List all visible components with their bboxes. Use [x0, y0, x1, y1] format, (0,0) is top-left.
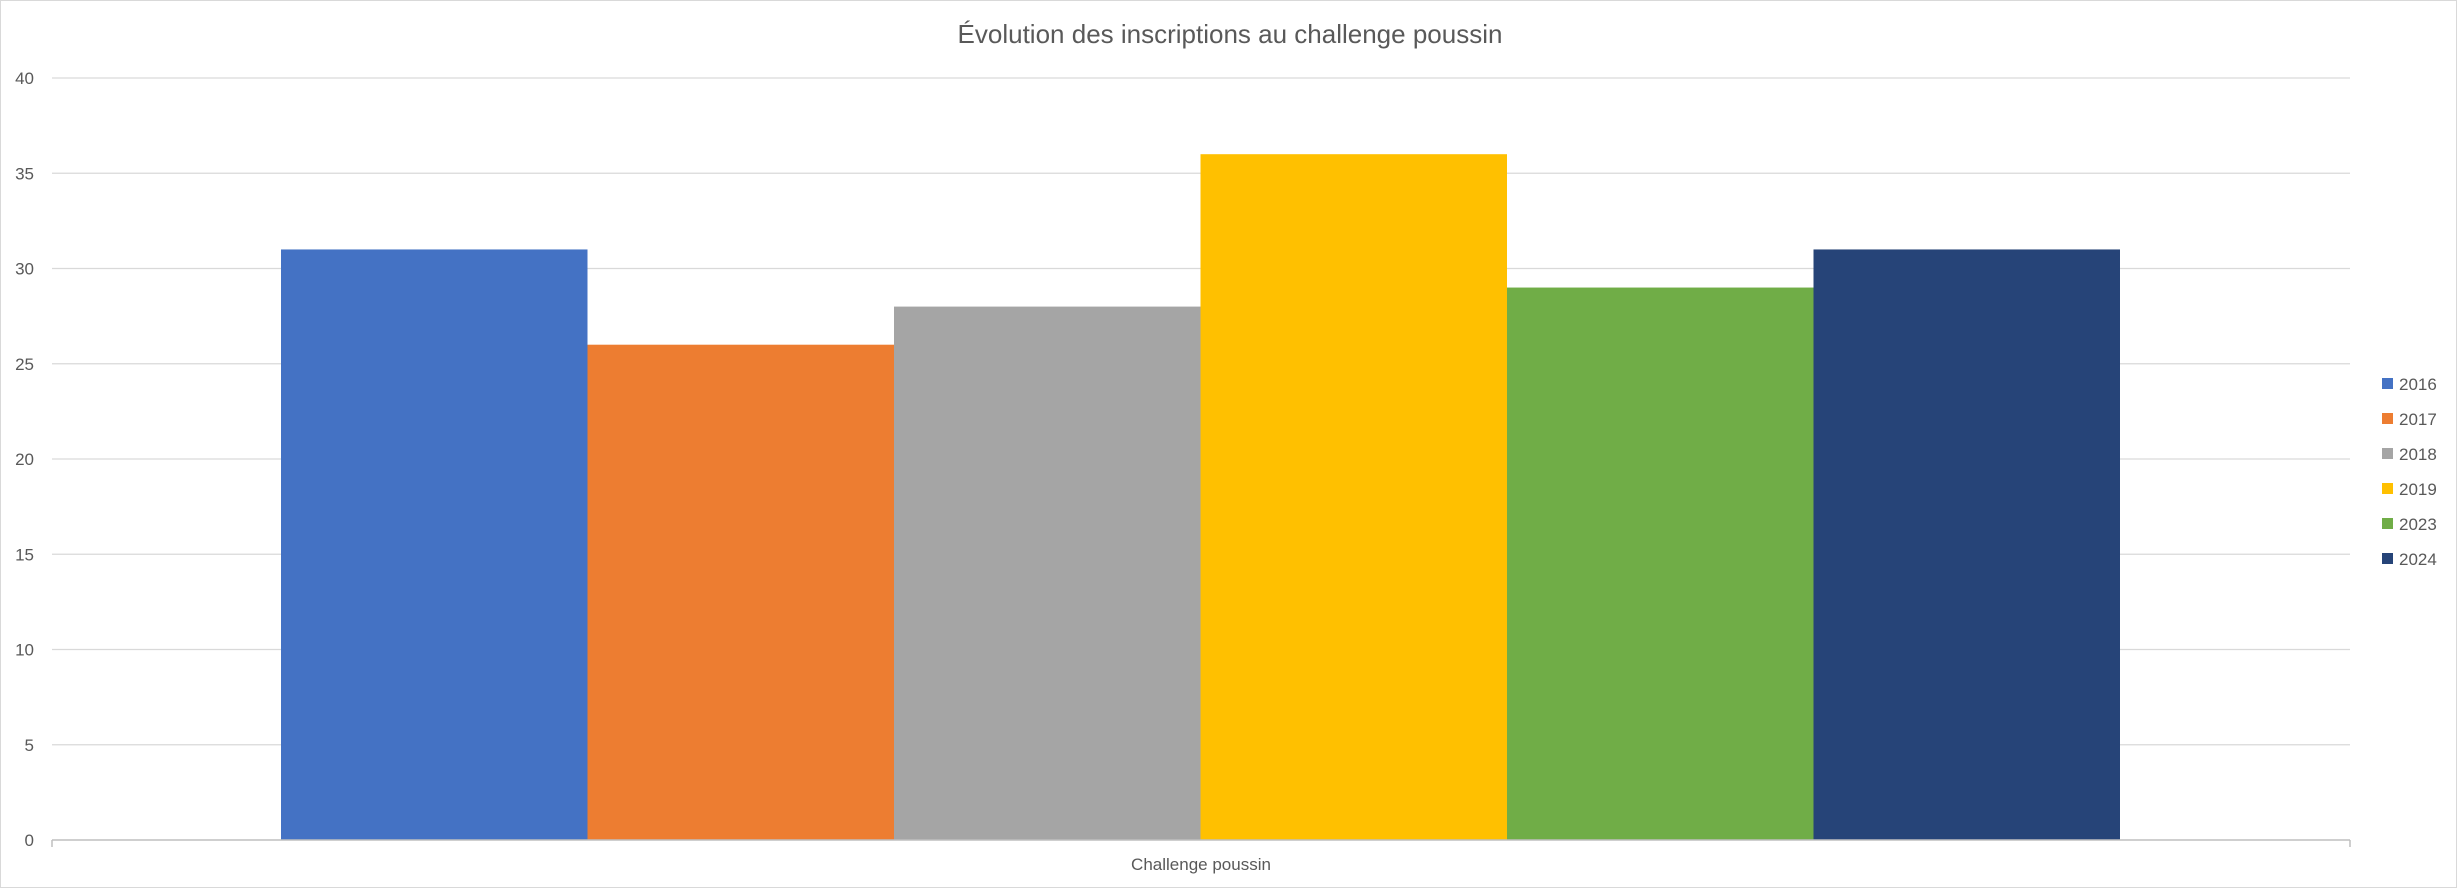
bar-2018	[894, 306, 1201, 841]
legend-label-2024: 2024	[2399, 550, 2437, 569]
bar-2019	[1200, 154, 1507, 840]
legend-label-2019: 2019	[2399, 480, 2437, 499]
y-tick-label-30: 30	[15, 260, 34, 279]
bar-2016	[281, 249, 588, 840]
legend-swatch-2017	[2382, 413, 2393, 424]
legend-swatch-2019	[2382, 483, 2393, 494]
bars	[281, 154, 2120, 841]
y-tick-label-0: 0	[25, 831, 34, 850]
legend-label-2017: 2017	[2399, 410, 2437, 429]
legend-label-2018: 2018	[2399, 445, 2437, 464]
legend-label-2016: 2016	[2399, 375, 2437, 394]
bar-2023	[1507, 287, 1814, 840]
y-tick-label-20: 20	[15, 450, 34, 469]
legend-swatch-2023	[2382, 518, 2393, 529]
y-tick-label-40: 40	[15, 69, 34, 88]
legend-swatch-2016	[2382, 378, 2393, 389]
y-tick-label-10: 10	[15, 641, 34, 660]
y-tick-label-35: 35	[15, 164, 34, 183]
x-category-label: Challenge poussin	[1131, 855, 1271, 874]
legend: 2016 2017 2018 2019 2023 2024	[2382, 375, 2437, 569]
bar-2024	[1813, 249, 2120, 840]
y-tick-label-15: 15	[15, 545, 34, 564]
legend-swatch-2024	[2382, 553, 2393, 564]
y-tick-label-5: 5	[25, 736, 34, 755]
legend-swatch-2018	[2382, 448, 2393, 459]
axes: 0 5 10 15 20 25 30 35 40 Challenge poussin	[15, 69, 2351, 874]
legend-label-2023: 2023	[2399, 515, 2437, 534]
chart-title: Évolution des inscriptions au challenge …	[958, 19, 1503, 49]
y-tick-label-25: 25	[15, 355, 34, 374]
bar-2017	[587, 344, 894, 840]
